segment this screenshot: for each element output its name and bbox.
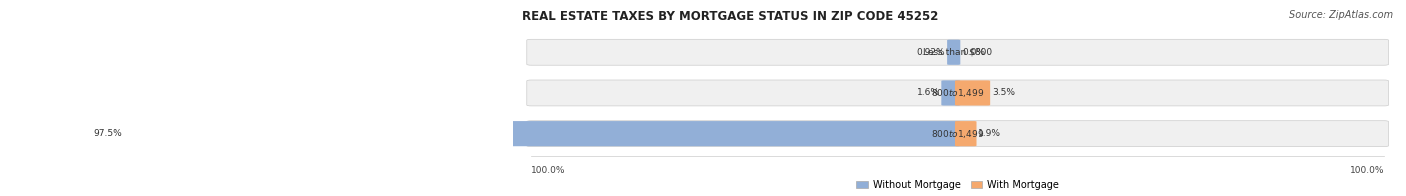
Text: 100.0%: 100.0% (1350, 166, 1384, 175)
Text: $800 to $1,499: $800 to $1,499 (931, 128, 984, 140)
Text: Less than $800: Less than $800 (924, 48, 993, 57)
Text: REAL ESTATE TAXES BY MORTGAGE STATUS IN ZIP CODE 45252: REAL ESTATE TAXES BY MORTGAGE STATUS IN … (523, 10, 939, 23)
FancyBboxPatch shape (955, 80, 990, 105)
Text: Source: ZipAtlas.com: Source: ZipAtlas.com (1289, 10, 1393, 20)
Text: 97.5%: 97.5% (93, 129, 122, 138)
FancyBboxPatch shape (527, 121, 1389, 147)
Text: 100.0%: 100.0% (531, 166, 565, 175)
FancyBboxPatch shape (955, 121, 977, 146)
Text: 0.0%: 0.0% (962, 48, 986, 57)
FancyBboxPatch shape (948, 40, 960, 65)
FancyBboxPatch shape (527, 39, 1389, 65)
FancyBboxPatch shape (942, 80, 960, 105)
Text: 1.6%: 1.6% (917, 88, 939, 97)
Text: $800 to $1,499: $800 to $1,499 (931, 87, 984, 99)
Text: 1.9%: 1.9% (979, 129, 1001, 138)
Legend: Without Mortgage, With Mortgage: Without Mortgage, With Mortgage (852, 176, 1063, 193)
FancyBboxPatch shape (124, 121, 960, 146)
FancyBboxPatch shape (527, 80, 1389, 106)
Text: 3.5%: 3.5% (993, 88, 1015, 97)
Text: 0.92%: 0.92% (917, 48, 945, 57)
